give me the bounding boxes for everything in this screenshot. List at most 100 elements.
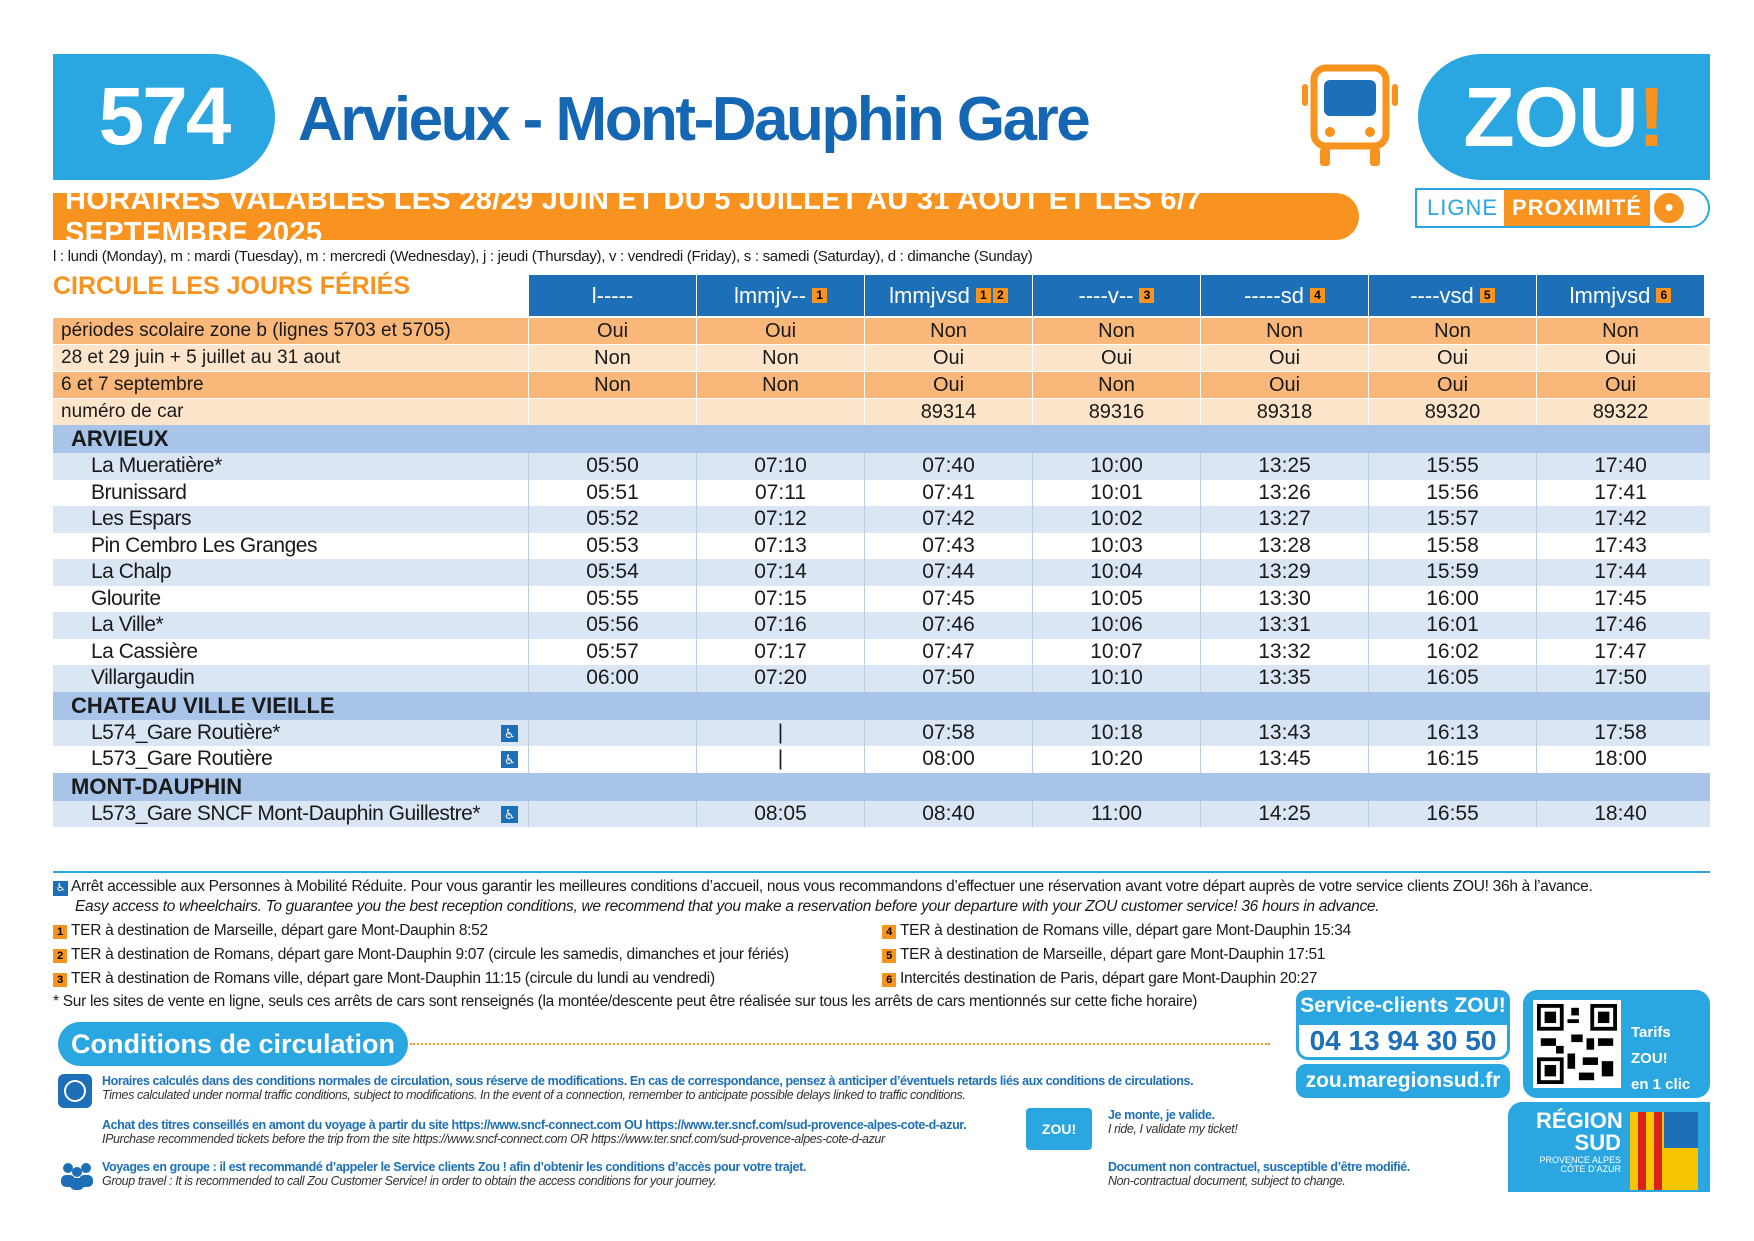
- stop-row: Glourite 05:55 07:15 07:45 10:05 13:30 16:00 17…: [53, 585, 1710, 613]
- condition-tickets-fr: Achat des titres conseillés en amont du …: [102, 1118, 967, 1132]
- column-note-badge: 2: [992, 288, 1008, 303]
- stop-time: 13:30: [1200, 585, 1368, 612]
- condition-tickets-en: IPurchase recommended tickets before the…: [102, 1132, 885, 1146]
- stop-time: 17:41: [1536, 479, 1704, 506]
- column-header-row: l----- lmmjv-- 1 lmmjvsd 1 2 ----v-- 3 -----sd 4-…: [53, 275, 1710, 316]
- info-row-label: 28 et 29 juin + 5 juillet au 31 aout: [61, 347, 341, 368]
- stop-time: 17:47: [1536, 638, 1704, 665]
- info-row: périodes scolaire zone b (lignes 5703 et…: [53, 318, 1710, 344]
- footnote-badge: 5: [882, 949, 896, 963]
- ticket-card-icon: ZOU!: [1026, 1108, 1092, 1150]
- stop-time: 10:06: [1032, 612, 1200, 639]
- stop-time: 16:55: [1368, 800, 1536, 827]
- stop-time: 16:01: [1368, 612, 1536, 639]
- stop-time: 07:20: [696, 665, 864, 692]
- stop-name-cell: Glourite: [53, 586, 528, 613]
- stop-name-cell: La Ville*: [53, 612, 528, 639]
- stop-name: Brunissard: [91, 480, 187, 504]
- stop-time: 07:12: [696, 506, 864, 533]
- info-row: numéro de car 89314 89316 89318 89320 89322: [53, 399, 1710, 425]
- stop-row: L573_Gare Routière ♿ | 08:00 10:20 13:45 16:15…: [53, 746, 1710, 773]
- qr-caption: Tarifs ZOU! en 1 clic: [1631, 1020, 1710, 1098]
- column-note-badge: 1: [975, 288, 991, 303]
- column-header: lmmjvsd 1 2: [864, 275, 1032, 316]
- stop-time: 16:15: [1368, 746, 1536, 773]
- qr-code-panel[interactable]: Tarifs ZOU! en 1 clic: [1523, 990, 1710, 1098]
- validate-note-en: I ride, I validate my ticket!: [1108, 1122, 1238, 1136]
- info-row-value: Oui: [864, 345, 1032, 371]
- info-row-label: 6 et 7 septembre: [61, 374, 204, 395]
- stop-time: [528, 800, 696, 827]
- info-row-value: Oui: [1368, 372, 1536, 398]
- stop-time: 10:03: [1032, 532, 1200, 559]
- info-row-value: Oui: [528, 318, 696, 344]
- stop-time: 16:00: [1368, 585, 1536, 612]
- service-clients-title: Service-clients ZOU!: [1296, 990, 1510, 1022]
- stop-time: 17:58: [1536, 719, 1704, 746]
- info-row-value: Non: [864, 318, 1032, 344]
- section-header: MONT-DAUPHIN: [53, 772, 1710, 801]
- footnote-3: 3 TER à destination de Romans ville, dépa…: [53, 970, 715, 988]
- stop-time: 17:40: [1536, 453, 1704, 480]
- stop-name-cell: L573_Gare SNCF Mont-Dauphin Guillestre* ♿: [53, 801, 528, 828]
- stop-name-cell: Les Espars: [53, 506, 528, 533]
- condition-tickets: Achat des titres conseillés en amont du …: [102, 1118, 967, 1146]
- wheelchair-note: ♿ Arrêt accessible aux Personnes à Mobili…: [53, 878, 1593, 896]
- stop-time: 15:58: [1368, 532, 1536, 559]
- stop-time: 17:45: [1536, 585, 1704, 612]
- service-clients-url[interactable]: zou.maregionsud.fr: [1296, 1064, 1510, 1098]
- info-row-value: [696, 399, 864, 425]
- stop-row: L573_Gare SNCF Mont-Dauphin Guillestre* ♿…: [53, 800, 1710, 828]
- stop-time: 15:55: [1368, 453, 1536, 480]
- stop-time: 10:02: [1032, 506, 1200, 533]
- service-clients-phone[interactable]: 04 13 94 30 50: [1296, 1022, 1510, 1060]
- stop-time: 08:40: [864, 800, 1032, 827]
- condition-times: Horaires calculés dans des conditions no…: [102, 1074, 1194, 1102]
- info-row-label: numéro de car: [61, 401, 184, 422]
- validity-text: HORAIRES VALABLES LES 28/29 JUIN ET DU 5…: [65, 183, 1202, 249]
- stop-name: L573_Gare Routière: [91, 747, 273, 771]
- holidays-notice: CIRCULE LES JOURS FÉRIÉS: [53, 272, 410, 300]
- stop-name: La Mueratière*: [91, 454, 222, 478]
- stop-time: 10:05: [1032, 585, 1200, 612]
- stop-name-cell: Pin Cembro Les Granges: [53, 533, 528, 560]
- info-row-value: Oui: [1368, 345, 1536, 371]
- validity-banner: HORAIRES VALABLES LES 28/29 JUIN ET DU 5…: [53, 184, 1359, 249]
- wheelchair-icon: ♿: [53, 881, 68, 896]
- proximite-label: PROXIMITÉ: [1504, 190, 1651, 226]
- stop-time: 07:13: [696, 532, 864, 559]
- stop-time: 11:00: [1032, 800, 1200, 827]
- stop-name-cell: Villargaudin: [53, 665, 528, 692]
- stop-time: 07:50: [864, 665, 1032, 692]
- column-days: lmmjv--: [733, 282, 807, 308]
- zou-logo-text: ZOU: [1463, 69, 1638, 164]
- stop-name-cell: Brunissard: [53, 480, 528, 507]
- conditions-divider: [410, 1043, 1270, 1045]
- stop-time: 07:58: [864, 719, 1032, 746]
- stop-time: 15:59: [1368, 559, 1536, 586]
- footnote-5: 5 TER à destination de Marseille, départ …: [882, 946, 1325, 964]
- stop-time: 07:40: [864, 453, 1032, 480]
- stop-time: 10:01: [1032, 479, 1200, 506]
- bus-icon: [1302, 64, 1398, 166]
- stop-time: 17:46: [1536, 612, 1704, 639]
- star-note: * Sur les sites de vente en ligne, seuls…: [53, 993, 1198, 1010]
- stop-time: 13:26: [1200, 479, 1368, 506]
- stop-time: 05:53: [528, 532, 696, 559]
- stop-time: 07:15: [696, 585, 864, 612]
- footnote-text: Intercités destination de Paris, départ …: [900, 970, 1318, 987]
- qr-code-icon[interactable]: [1533, 1000, 1621, 1088]
- stop-time: 07:11: [696, 479, 864, 506]
- wheelchair-icon: ♿: [501, 751, 518, 768]
- info-row-value: Oui: [1536, 345, 1704, 371]
- column-header: -----sd 4: [1200, 275, 1368, 316]
- column-note-badge: 5: [1479, 288, 1495, 303]
- stop-time: 18:00: [1536, 746, 1704, 773]
- footnote-text: TER à destination de Romans ville, dépar…: [900, 922, 1351, 939]
- info-row-value: Oui: [1200, 372, 1368, 398]
- stop-time: 07:44: [864, 559, 1032, 586]
- stop-name-cell: La Mueratière*: [53, 453, 528, 480]
- stop-time: 10:07: [1032, 638, 1200, 665]
- info-row-value: Oui: [864, 372, 1032, 398]
- stop-time: 13:31: [1200, 612, 1368, 639]
